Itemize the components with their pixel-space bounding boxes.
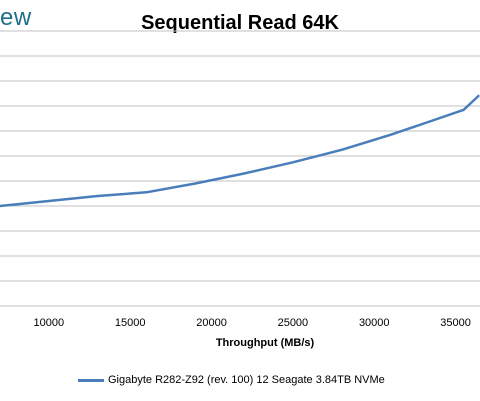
x-tick-label: 30000 <box>359 317 390 329</box>
legend: Gigabyte R282-Z92 (rev. 100) 12 Seagate … <box>78 374 385 386</box>
brand-logo: ew <box>0 4 32 31</box>
x-tick-label: 15000 <box>115 317 146 329</box>
series-line <box>0 94 480 208</box>
legend-swatch <box>78 378 104 382</box>
x-tick-label: 35000 <box>440 317 471 329</box>
x-axis-label: Throughput (MB/s) <box>215 337 315 349</box>
x-tick-label: 10000 <box>34 317 65 329</box>
x-tick-label: 25000 <box>278 317 309 329</box>
gridlines <box>0 30 480 307</box>
x-axis-ticks: 10000 15000 20000 25000 30000 35000 <box>34 317 471 329</box>
chart-title: Sequential Read 64K <box>141 12 339 34</box>
legend-label: Gigabyte R282-Z92 (rev. 100) 12 Seagate … <box>108 374 385 386</box>
x-tick-label: 20000 <box>196 317 227 329</box>
